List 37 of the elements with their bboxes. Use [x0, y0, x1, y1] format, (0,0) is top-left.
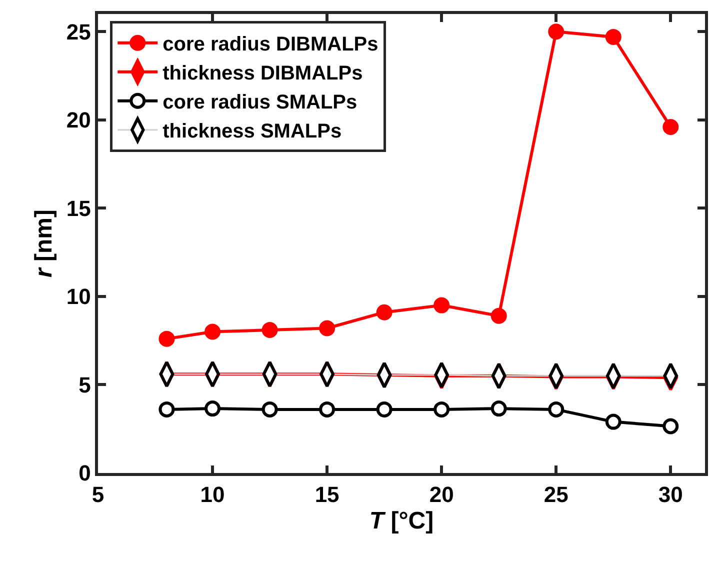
point: [376, 401, 392, 418]
point: [548, 24, 564, 40]
y-tick-label: 10: [66, 284, 91, 310]
x-axis-title: T [°C]: [369, 507, 434, 534]
point: [158, 401, 175, 418]
point: [605, 28, 622, 45]
point: [158, 330, 175, 347]
point: [376, 304, 392, 320]
point: [434, 297, 450, 314]
point: [262, 401, 278, 418]
legend-label: core radius DIBMALPs: [162, 34, 378, 56]
point: [548, 401, 564, 418]
y-tick-label: 0: [78, 460, 91, 486]
legend-label: thickness SMALPs: [162, 120, 342, 143]
point: [204, 324, 221, 340]
legend-label: thickness DIBMALPs: [162, 62, 363, 85]
x-tick-label: 30: [658, 482, 683, 508]
point: [490, 308, 507, 324]
x-tick-label: 20: [429, 482, 454, 508]
y-tick-label: 5: [78, 372, 91, 398]
point: [434, 401, 450, 418]
point: [204, 400, 221, 417]
point: [662, 118, 679, 135]
point: [262, 322, 278, 338]
x-tick-label: 15: [314, 482, 340, 508]
y-tick-label: 15: [66, 196, 91, 221]
y-axis-title: r [nm]: [30, 210, 58, 278]
x-tick-label: 25: [544, 482, 568, 508]
legend-label: core radius SMALPs: [162, 92, 358, 114]
y-tick-label: 25: [66, 19, 91, 44]
point: [490, 400, 507, 417]
point: [605, 414, 622, 430]
point: [662, 418, 679, 434]
y-tick-label: 20: [66, 108, 91, 133]
point: [319, 320, 336, 336]
point: [319, 401, 336, 418]
x-tick-label: 10: [200, 482, 225, 508]
